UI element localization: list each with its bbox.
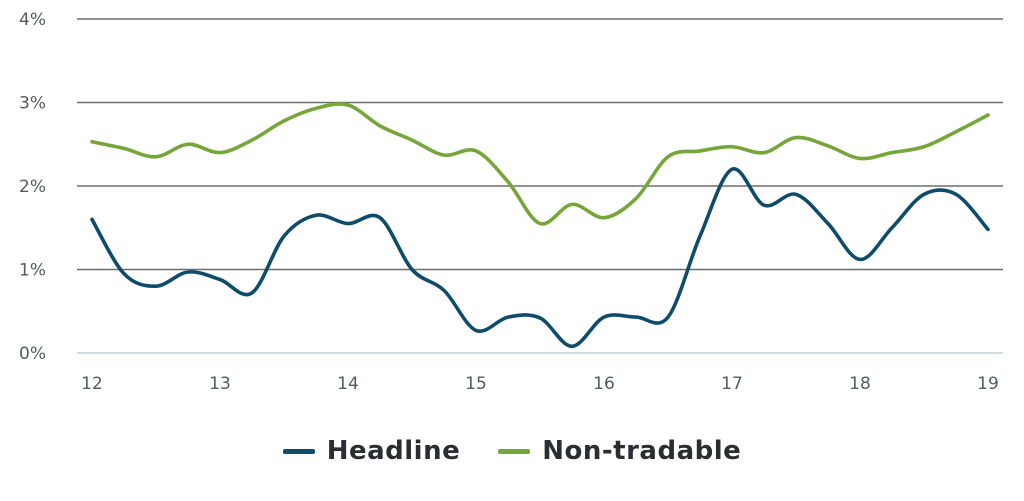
legend-label-headline: Headline [326,436,461,466]
series-line-non-tradable [90,102,990,226]
series-line-headline [90,167,990,349]
x-axis-tick-labels: 12 13 14 15 16 17 18 19 [81,374,999,394]
y-tick-label: 1% [19,261,46,281]
y-tick-label: 0% [19,344,46,364]
y-tick-label: 4% [19,10,46,30]
series-lines [90,102,990,349]
legend-item-headline: Headline [282,436,461,466]
legend-swatch-headline [282,448,315,454]
x-tick-label: 15 [465,374,487,394]
legend-label-non-tradable: Non-tradable [542,436,742,466]
legend-item-non-tradable: Non-tradable [498,436,741,466]
line-chart: 0% 1% 2% 3% 4% 12 13 14 15 16 17 18 19 [19,10,1003,394]
x-tick-label: 14 [337,374,359,394]
legend-swatch-non-tradable [498,448,531,454]
y-tick-label: 2% [19,177,46,197]
x-tick-label: 12 [81,374,103,394]
y-axis-tick-labels: 0% 1% 2% 3% 4% [19,10,46,364]
x-tick-label: 16 [593,374,615,394]
x-tick-label: 18 [849,374,871,394]
gridlines [77,18,1003,354]
y-tick-label: 3% [19,94,46,114]
x-tick-label: 19 [977,374,999,394]
x-tick-label: 17 [721,374,743,394]
x-tick-label: 13 [209,374,231,394]
legend: Headline Non-tradable [0,436,1024,466]
